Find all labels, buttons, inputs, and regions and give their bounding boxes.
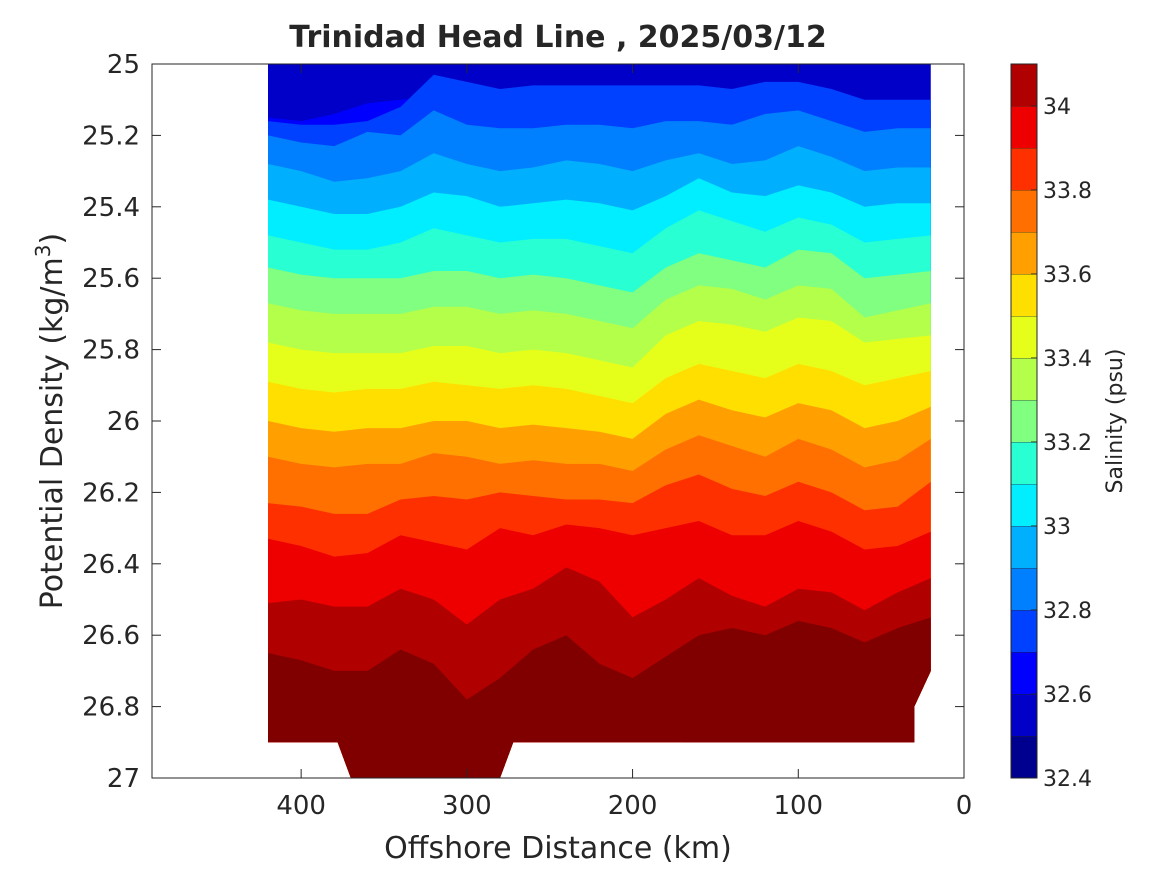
y-tick-label: 25.8 <box>82 336 140 366</box>
y-axis-label: Potential Density (kg/m3) <box>31 233 70 609</box>
y-tick-label: 26.4 <box>82 550 140 580</box>
x-tick-label: 0 <box>956 791 973 821</box>
x-tick-label: 200 <box>608 791 658 821</box>
y-tick-label: 25.6 <box>82 264 140 294</box>
y-axis-label-superscript: 3 <box>31 244 55 257</box>
x-axis-label: Offshore Distance (km) <box>384 831 732 866</box>
chart-title: Trinidad Head Line , 2025/03/12 <box>289 20 826 55</box>
y-tick-label: 25.4 <box>82 193 140 223</box>
colorbar-tick-label: 33 <box>1043 515 1071 540</box>
y-tick-label: 26.6 <box>82 621 140 651</box>
colorbar-tick-label: 32.6 <box>1043 683 1092 708</box>
colorbar-swatch <box>1011 316 1037 358</box>
colorbar-tick-label: 33.2 <box>1043 431 1092 456</box>
colorbar-swatch <box>1011 148 1037 190</box>
colorbar-swatch <box>1011 526 1037 568</box>
colorbar-swatch <box>1011 232 1037 274</box>
colorbar-tick-label: 32.8 <box>1043 599 1092 624</box>
y-axis-label-close: ) <box>35 233 70 245</box>
colorbar-swatch <box>1011 652 1037 694</box>
x-tick-label: 100 <box>773 791 823 821</box>
colorbar: 32.4 32.6 32.8 33 33.2 33.4 33.6 33.8 34 <box>1010 63 1092 792</box>
x-tick-label: 300 <box>442 791 492 821</box>
colorbar-tick-label: 32.4 <box>1043 767 1092 792</box>
y-tick-label: 26.2 <box>82 478 140 508</box>
colorbar-tick-label: 33.4 <box>1043 347 1092 372</box>
colorbar-swatch <box>1011 484 1037 526</box>
y-axis: 25 25.2 25.4 25.6 25.8 26 26.2 26.4 26.6 26.8 27 <box>82 50 964 794</box>
colorbar-swatch <box>1011 694 1037 736</box>
colorbar-swatch <box>1011 190 1037 232</box>
colorbar-swatch <box>1011 64 1037 106</box>
y-tick-label: 27 <box>107 764 140 794</box>
colorbar-swatch <box>1011 610 1037 652</box>
colorbar-swatch <box>1011 106 1037 148</box>
y-tick-label: 26 <box>107 407 140 437</box>
contour-clip-group <box>268 64 931 778</box>
colorbar-swatch <box>1011 358 1037 400</box>
colorbar-tick-label: 33.8 <box>1043 179 1092 204</box>
colorbar-swatch <box>1011 274 1037 316</box>
colorbar-frame <box>1010 63 1038 779</box>
colorbar-label: Salinity (psu) <box>1103 349 1128 494</box>
x-tick-label: 400 <box>276 791 326 821</box>
y-tick-label: 25.2 <box>82 121 140 151</box>
y-tick-label: 25 <box>107 50 140 80</box>
colorbar-swatch <box>1011 568 1037 610</box>
colorbar-swatch <box>1011 400 1037 442</box>
x-axis: 400 300 200 100 0 <box>276 64 972 821</box>
colorbar-swatch <box>1011 442 1037 484</box>
colorbar-swatch <box>1011 736 1037 778</box>
y-tick-label: 26.8 <box>82 693 140 723</box>
contour-fill-layer <box>268 64 931 778</box>
y-axis-label-main: Potential Density (kg/m <box>35 257 70 609</box>
colorbar-tick-label: 33.6 <box>1043 263 1092 288</box>
colorbar-tick-label: 34 <box>1043 95 1071 120</box>
